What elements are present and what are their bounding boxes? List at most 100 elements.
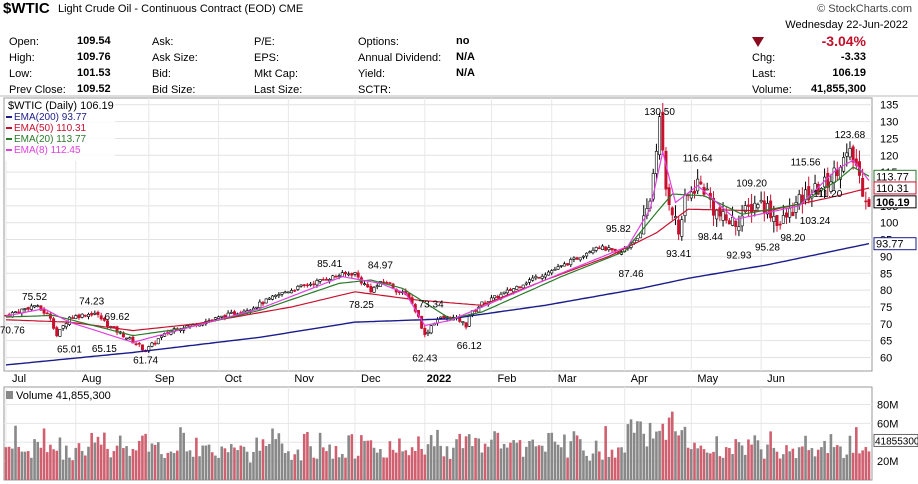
high-label: High: <box>9 52 35 64</box>
chg-label: Chg: <box>752 52 776 64</box>
x-tick-label: Jul <box>12 373 26 385</box>
candle-body <box>775 215 779 226</box>
candle-body <box>343 271 347 275</box>
low-label: Low: <box>9 68 33 80</box>
annual-dividend-value: N/A <box>456 51 475 63</box>
volume-bar <box>166 452 170 480</box>
volume-bar <box>122 448 125 480</box>
ask-label: Ask: <box>152 36 174 48</box>
legend-ema8: EMA(8) 112.45 <box>14 145 81 156</box>
candle-body <box>727 220 731 225</box>
volume-bar <box>226 452 230 480</box>
candle-body <box>93 312 97 315</box>
candle-body <box>286 291 290 294</box>
volume-bar <box>287 451 290 480</box>
volume-bar <box>820 447 823 480</box>
volume-bar <box>721 457 725 480</box>
candle-body <box>29 305 33 310</box>
candle-body <box>829 181 833 192</box>
candle-body <box>867 199 871 207</box>
legend-title: $WTIC (Daily) 106.19 <box>8 100 114 112</box>
candle-body <box>575 257 579 260</box>
mkt-cap-label: Mkt Cap: <box>254 68 299 80</box>
volume-bar <box>867 451 871 480</box>
y-tick-label: 80 <box>880 285 892 297</box>
volume-bar <box>734 439 738 480</box>
volume-bar <box>743 454 747 480</box>
volume-bar <box>198 456 201 480</box>
volume-bar <box>87 446 90 480</box>
candle-body <box>429 325 433 334</box>
ema20-line <box>5 166 870 337</box>
volume-bar <box>64 445 68 480</box>
candle-body <box>531 277 535 281</box>
volume-bar <box>220 446 224 480</box>
volume-bar <box>356 455 360 480</box>
volume-tick-label: 80M <box>877 399 898 411</box>
annual-dividend-label: Annual Dividend: <box>358 52 442 64</box>
volume-bar <box>372 447 376 480</box>
candle-body <box>347 273 351 276</box>
volume-bar <box>537 445 541 480</box>
volume-bar <box>636 421 639 480</box>
volume-bar <box>648 422 652 480</box>
bid-size-label: Bid Size: <box>152 84 196 96</box>
volume-bar <box>645 446 649 480</box>
candle-body <box>477 306 481 313</box>
candle-body <box>277 294 281 297</box>
candle-body <box>350 273 354 276</box>
candle-body <box>566 263 570 266</box>
volume-bar <box>445 446 449 480</box>
prev-close-value: 109.52 <box>77 83 111 95</box>
volume-bar <box>525 446 528 480</box>
candle-body <box>559 265 563 267</box>
volume-bar <box>756 440 760 480</box>
volume-bar <box>686 447 690 480</box>
pct-change: -3.04% <box>821 33 866 49</box>
volume-bar <box>474 437 477 480</box>
last-label: Last: <box>752 68 776 80</box>
volume-bar <box>766 444 769 480</box>
candle-body <box>363 283 367 285</box>
candle-body <box>372 287 376 293</box>
volume-bar <box>331 458 335 480</box>
legend-ema20: EMA(20) 113.77 <box>14 134 87 145</box>
volume-bar <box>283 453 287 480</box>
volume-bar <box>858 453 861 480</box>
y-tick-label: 125 <box>880 133 898 145</box>
candle-body <box>36 305 40 308</box>
volume-bar <box>699 445 703 480</box>
price-annotation: 69.62 <box>105 312 130 323</box>
candle-body <box>740 215 744 227</box>
candle-body <box>159 335 163 338</box>
candle-body <box>778 223 782 226</box>
volume-bar <box>385 457 389 480</box>
volume-bar <box>477 438 481 480</box>
volume-bar <box>861 450 864 480</box>
price-annotation: 111.20 <box>813 189 843 200</box>
x-tick-label: Jun <box>767 373 785 385</box>
volume-bar <box>718 456 722 480</box>
price-annotation: 75.52 <box>22 292 47 303</box>
volume-bar <box>750 444 753 480</box>
candle-body <box>464 322 468 328</box>
legend-ema50: EMA(50) 110.31 <box>14 123 87 134</box>
volume-bar <box>839 446 842 480</box>
volume-bar <box>731 453 734 480</box>
volume-bar <box>585 455 588 480</box>
volume-bar <box>52 449 55 480</box>
candle-body <box>505 289 509 294</box>
candle-body <box>718 207 722 217</box>
candle-body <box>651 173 655 200</box>
volume-bar <box>458 433 462 480</box>
candle-body <box>74 315 78 320</box>
yield-value: N/A <box>456 67 475 79</box>
candle-body <box>600 245 604 250</box>
candle-body <box>537 277 541 279</box>
volume-bar <box>404 450 408 480</box>
volume-bar <box>153 444 157 480</box>
candle-body <box>594 247 598 251</box>
volume-bar <box>45 452 49 480</box>
volume-bar <box>236 450 239 480</box>
candle-body <box>785 212 789 218</box>
